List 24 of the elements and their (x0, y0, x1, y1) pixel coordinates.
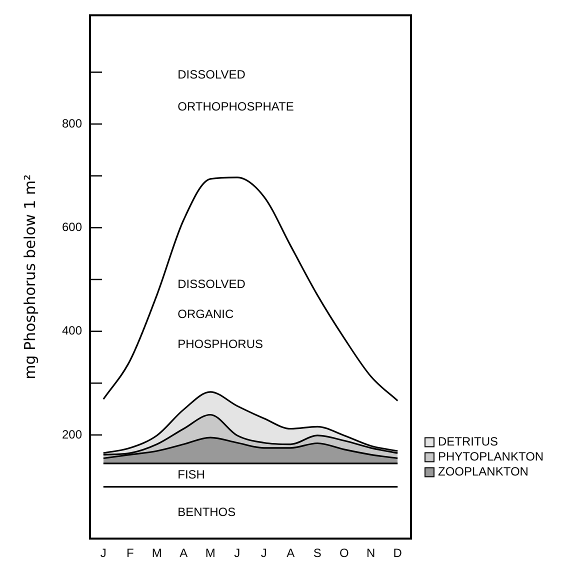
series-label: BENTHOS (178, 505, 236, 519)
legend-label: ZOOPLANKTON (438, 464, 528, 479)
y-tick-label: 800 (62, 116, 82, 130)
x-tick-label: N (366, 546, 376, 560)
x-tick-label: A (286, 546, 295, 560)
series-label: FISH (178, 467, 205, 482)
legend-label: DETRITUS (438, 434, 498, 449)
x-tick-label: A (180, 546, 188, 560)
y-tick-label: 200 (62, 427, 82, 442)
x-tick-label: J (100, 546, 106, 560)
y-axis-title: mg Phosphorus below 1 m² (20, 174, 39, 380)
y-tick-label: 400 (62, 324, 82, 338)
text: DISSOLVED ORTHOPHOSPHATE (178, 68, 294, 114)
x-tick-label: S (313, 546, 322, 560)
x-tick-label: M (205, 546, 216, 560)
x-tick-label: J (234, 546, 240, 560)
legend-label: PHYTOPLANKTON (438, 450, 544, 464)
x-tick-label: J (260, 546, 267, 560)
y-tick-label: 600 (62, 220, 82, 234)
x-tick-label: F (126, 546, 134, 560)
x-tick-label: O (339, 546, 349, 560)
x-tick-label: D (393, 546, 402, 560)
text: DISSOLVED ORGANIC PHOSPHORUS (178, 277, 263, 352)
x-tick-label: M (152, 546, 162, 560)
